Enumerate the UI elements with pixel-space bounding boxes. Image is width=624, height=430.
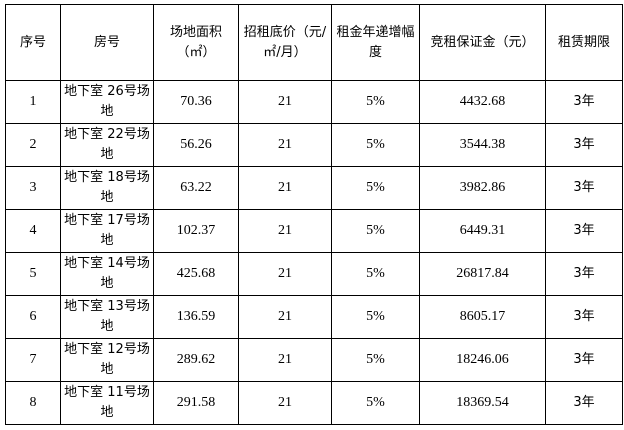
cell-area: 425.68 xyxy=(153,252,239,296)
cell-no: 6 xyxy=(5,295,61,339)
header-term: 租赁期限 xyxy=(545,4,623,81)
cell-increase: 5% xyxy=(331,80,420,124)
cell-increase: 5% xyxy=(331,381,420,425)
header-deposit: 竞租保证金（元） xyxy=(419,4,546,81)
cell-deposit: 3544.38 xyxy=(419,123,546,167)
cell-no: 1 xyxy=(5,80,61,124)
cell-room: 地下室 12号场地 xyxy=(60,338,154,382)
cell-increase: 5% xyxy=(331,123,420,167)
cell-no: 7 xyxy=(5,338,61,382)
cell-deposit: 3982.86 xyxy=(419,166,546,210)
header-row: 序号 房号 场地面积（㎡） 招租底价（元/㎡/月） 租金年递增幅度 竞租保证金（… xyxy=(5,4,623,81)
cell-no: 5 xyxy=(5,252,61,296)
cell-price: 21 xyxy=(238,338,332,382)
cell-term: 3年 xyxy=(545,80,623,124)
cell-room: 地下室 17号场地 xyxy=(60,209,154,253)
cell-term: 3年 xyxy=(545,209,623,253)
table-row: 1 地下室 26号场地 70.36 21 5% 4432.68 3年 xyxy=(5,80,623,124)
cell-area: 56.26 xyxy=(153,123,239,167)
cell-no: 2 xyxy=(5,123,61,167)
cell-price: 21 xyxy=(238,166,332,210)
cell-increase: 5% xyxy=(331,209,420,253)
cell-room: 地下室 14号场地 xyxy=(60,252,154,296)
table-row: 5 地下室 14号场地 425.68 21 5% 26817.84 3年 xyxy=(5,252,623,296)
header-increase: 租金年递增幅度 xyxy=(331,4,420,81)
cell-room: 地下室 18号场地 xyxy=(60,166,154,210)
header-room: 房号 xyxy=(60,4,154,81)
cell-deposit: 8605.17 xyxy=(419,295,546,339)
cell-term: 3年 xyxy=(545,252,623,296)
lease-table: 序号 房号 场地面积（㎡） 招租底价（元/㎡/月） 租金年递增幅度 竞租保证金（… xyxy=(5,4,623,425)
table-row: 4 地下室 17号场地 102.37 21 5% 6449.31 3年 xyxy=(5,209,623,253)
cell-room: 地下室 11号场地 xyxy=(60,381,154,425)
cell-area: 63.22 xyxy=(153,166,239,210)
cell-price: 21 xyxy=(238,209,332,253)
cell-no: 4 xyxy=(5,209,61,253)
cell-deposit: 4432.68 xyxy=(419,80,546,124)
cell-price: 21 xyxy=(238,80,332,124)
cell-deposit: 18246.06 xyxy=(419,338,546,382)
table-row: 3 地下室 18号场地 63.22 21 5% 3982.86 3年 xyxy=(5,166,623,210)
cell-increase: 5% xyxy=(331,338,420,382)
cell-room: 地下室 13号场地 xyxy=(60,295,154,339)
cell-deposit: 18369.54 xyxy=(419,381,546,425)
header-price: 招租底价（元/㎡/月） xyxy=(238,4,332,81)
cell-increase: 5% xyxy=(331,166,420,210)
cell-term: 3年 xyxy=(545,338,623,382)
header-no: 序号 xyxy=(5,4,61,81)
cell-no: 3 xyxy=(5,166,61,210)
cell-term: 3年 xyxy=(545,295,623,339)
cell-area: 289.62 xyxy=(153,338,239,382)
cell-area: 102.37 xyxy=(153,209,239,253)
cell-term: 3年 xyxy=(545,381,623,425)
cell-term: 3年 xyxy=(545,166,623,210)
cell-term: 3年 xyxy=(545,123,623,167)
table-row: 6 地下室 13号场地 136.59 21 5% 8605.17 3年 xyxy=(5,295,623,339)
cell-increase: 5% xyxy=(331,252,420,296)
table-row: 7 地下室 12号场地 289.62 21 5% 18246.06 3年 xyxy=(5,338,623,382)
cell-price: 21 xyxy=(238,295,332,339)
cell-room: 地下室 22号场地 xyxy=(60,123,154,167)
cell-price: 21 xyxy=(238,123,332,167)
table-row: 2 地下室 22号场地 56.26 21 5% 3544.38 3年 xyxy=(5,123,623,167)
cell-area: 70.36 xyxy=(153,80,239,124)
cell-price: 21 xyxy=(238,381,332,425)
cell-deposit: 26817.84 xyxy=(419,252,546,296)
cell-no: 8 xyxy=(5,381,61,425)
cell-room: 地下室 26号场地 xyxy=(60,80,154,124)
cell-deposit: 6449.31 xyxy=(419,209,546,253)
table-row: 8 地下室 11号场地 291.58 21 5% 18369.54 3年 xyxy=(5,381,623,425)
cell-area: 136.59 xyxy=(153,295,239,339)
cell-increase: 5% xyxy=(331,295,420,339)
header-area: 场地面积（㎡） xyxy=(153,4,239,81)
cell-price: 21 xyxy=(238,252,332,296)
cell-area: 291.58 xyxy=(153,381,239,425)
